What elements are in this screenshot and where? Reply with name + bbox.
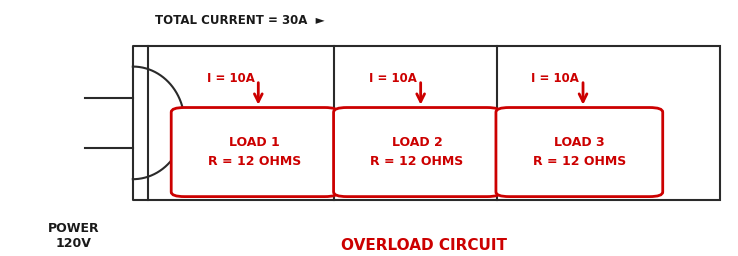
Text: I = 10A: I = 10A <box>531 72 579 85</box>
Text: LOAD 1
R = 12 OHMS: LOAD 1 R = 12 OHMS <box>208 136 301 168</box>
Text: I = 10A: I = 10A <box>207 72 255 85</box>
Text: POWER
120V: POWER 120V <box>48 221 100 250</box>
Text: LOAD 3
R = 12 OHMS: LOAD 3 R = 12 OHMS <box>533 136 626 168</box>
FancyBboxPatch shape <box>496 108 663 197</box>
Text: TOTAL CURRENT = 30A  ►: TOTAL CURRENT = 30A ► <box>155 14 325 27</box>
FancyBboxPatch shape <box>171 108 338 197</box>
Text: I = 10A: I = 10A <box>369 72 417 85</box>
FancyBboxPatch shape <box>334 108 500 197</box>
Bar <box>148 46 720 200</box>
Text: OVERLOAD CIRCUIT: OVERLOAD CIRCUIT <box>342 238 507 253</box>
Text: LOAD 2
R = 12 OHMS: LOAD 2 R = 12 OHMS <box>370 136 463 168</box>
